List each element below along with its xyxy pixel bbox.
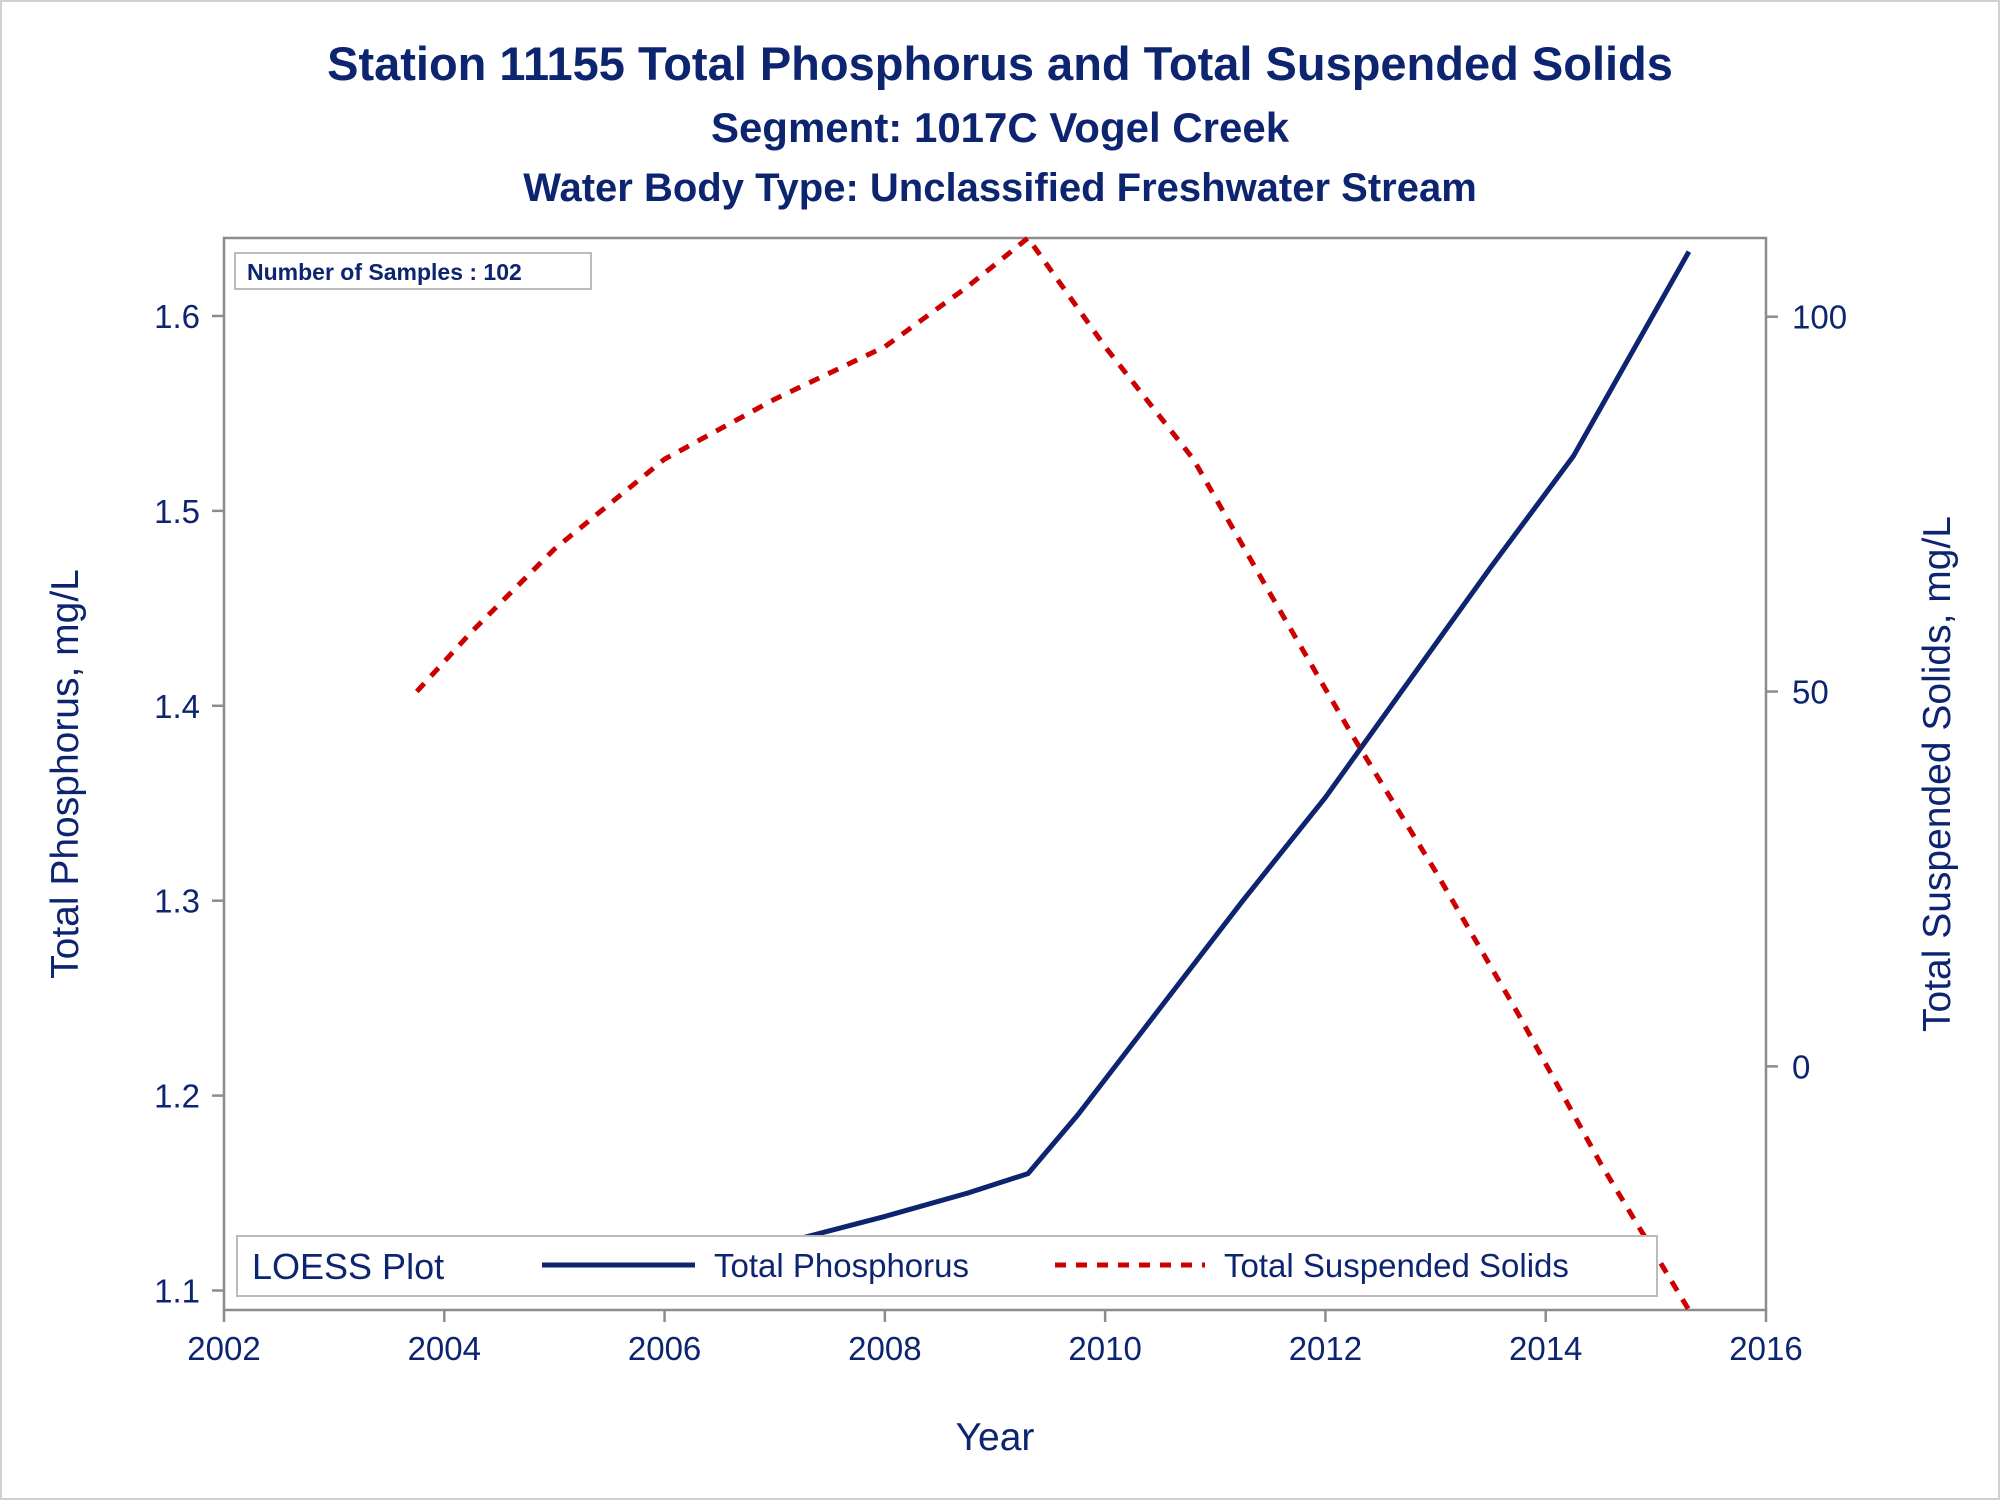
y-right-tick-label-0: 0 bbox=[1792, 1048, 1810, 1085]
sample-count-border bbox=[234, 252, 592, 290]
y-axis-right-title: Total Suspended Solids, mg/L bbox=[1916, 516, 1959, 1032]
sample-count-box: Number of Samples : 102 bbox=[234, 252, 592, 290]
legend-label-phosphorus: Total Phosphorus bbox=[714, 1247, 969, 1284]
y-left-tick-label-0: 1.1 bbox=[154, 1273, 200, 1310]
axes-group: 2002 2004 2006 2008 2010 2012 2014 2016 1.1 1.2 1.… bbox=[154, 298, 1847, 1367]
legend-title: LOESS Plot bbox=[252, 1246, 444, 1287]
x-axis-title: Year bbox=[956, 1416, 1035, 1459]
sample-count-label: Number of Samples : 102 bbox=[247, 259, 522, 285]
x-tick-label-4: 2010 bbox=[1068, 1330, 1141, 1367]
x-tick-label-6: 2014 bbox=[1509, 1330, 1582, 1367]
x-tick-label-7: 2016 bbox=[1729, 1330, 1802, 1367]
y-left-tick-label-4: 1.5 bbox=[154, 493, 200, 530]
chart-subtitle-waterbody: Water Body Type: Unclassified Freshwater… bbox=[523, 166, 1477, 210]
y-left-tick-label-1: 1.2 bbox=[154, 1078, 200, 1115]
y-axis-left-title: Total Phosphorus, mg/L bbox=[44, 569, 87, 979]
y-left-tick-label-2: 1.3 bbox=[154, 883, 200, 920]
y-left-tick-label-5: 1.6 bbox=[154, 298, 200, 335]
series-line-total-suspended-solids bbox=[414, 235, 1692, 1312]
x-tick-label-3: 2008 bbox=[848, 1330, 921, 1367]
x-tick-label-0: 2002 bbox=[187, 1330, 260, 1367]
legend: LOESS Plot Total Phosphorus Total Suspen… bbox=[236, 1235, 1658, 1297]
x-tick-label-5: 2012 bbox=[1289, 1330, 1362, 1367]
legend-label-tss: Total Suspended Solids bbox=[1224, 1247, 1569, 1284]
chart-subtitle-segment: Segment: 1017C Vogel Creek bbox=[710, 104, 1290, 151]
x-tick-label-2: 2006 bbox=[628, 1330, 701, 1367]
x-tick-label-1: 2004 bbox=[408, 1330, 481, 1367]
y-left-tick-label-3: 1.4 bbox=[154, 688, 200, 725]
chart-title: Station 11155 Total Phosphorus and Total… bbox=[327, 37, 1673, 90]
legend-border bbox=[236, 1235, 1658, 1297]
y-right-tick-label-1: 50 bbox=[1792, 674, 1829, 711]
plot-area bbox=[222, 236, 1768, 1312]
y-right-tick-label-2: 100 bbox=[1792, 299, 1847, 336]
